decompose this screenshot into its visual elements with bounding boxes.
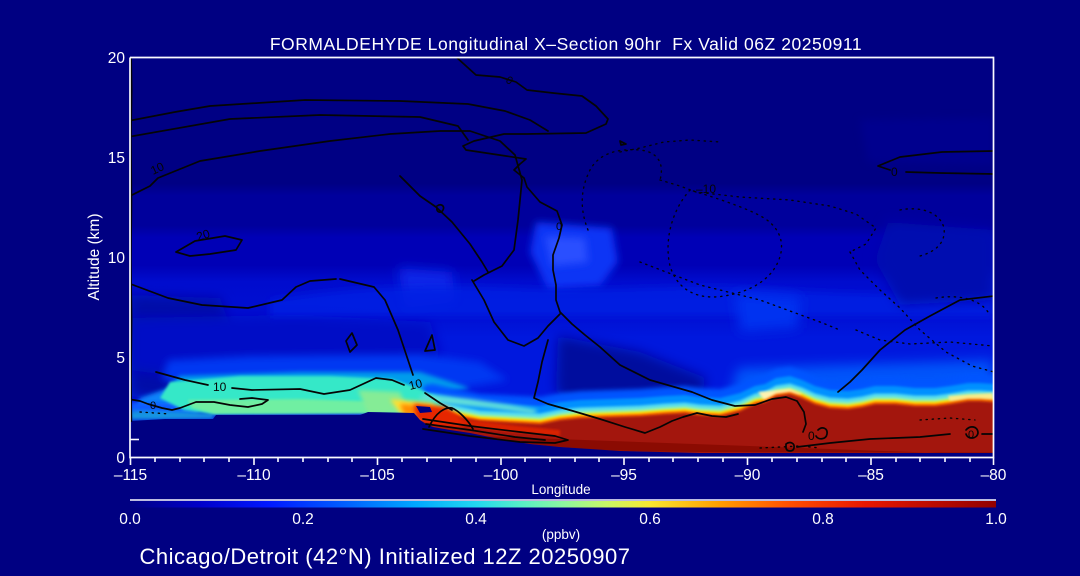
svg-text:–100: –100	[484, 467, 519, 484]
svg-text:10: 10	[407, 376, 424, 393]
svg-text:FORMALDEHYDE Longitudinal X–Se: FORMALDEHYDE Longitudinal X–Section 90hr…	[270, 34, 862, 54]
svg-text:Longitude: Longitude	[531, 482, 590, 497]
svg-text:Altitude (km): Altitude (km)	[86, 214, 103, 301]
svg-text:0: 0	[504, 74, 515, 87]
svg-text:0: 0	[116, 450, 125, 467]
svg-text:–85: –85	[858, 467, 884, 484]
svg-text:–110: –110	[237, 467, 271, 484]
svg-text:–115: –115	[114, 467, 147, 484]
svg-text:10: 10	[213, 380, 227, 394]
svg-text:0.8: 0.8	[812, 511, 834, 528]
svg-text:–80: –80	[981, 467, 1007, 484]
svg-text:10: 10	[148, 159, 166, 177]
svg-text:–10: –10	[696, 182, 716, 196]
svg-text:0: 0	[556, 221, 562, 233]
svg-text:–90: –90	[735, 467, 761, 484]
svg-text:20: 20	[195, 226, 212, 244]
svg-text:0: 0	[968, 429, 974, 441]
svg-text:0: 0	[150, 400, 156, 412]
svg-text:15: 15	[108, 150, 125, 167]
svg-text:1.0: 1.0	[985, 511, 1007, 528]
svg-text:(ppbv): (ppbv)	[542, 527, 580, 542]
svg-text:20: 20	[108, 50, 126, 67]
svg-text:Chicago/Detroit (42°N) Initial: Chicago/Detroit (42°N) Initialized 12Z 2…	[140, 544, 631, 569]
svg-text:–95: –95	[611, 467, 637, 484]
svg-text:–105: –105	[360, 467, 394, 484]
svg-text:0.4: 0.4	[465, 511, 487, 528]
svg-text:0.2: 0.2	[292, 511, 314, 528]
svg-text:5: 5	[116, 350, 125, 367]
svg-text:10: 10	[108, 250, 126, 267]
svg-text:0.0: 0.0	[119, 511, 141, 528]
svg-text:0: 0	[891, 165, 898, 179]
svg-text:0.6: 0.6	[639, 511, 661, 528]
svg-text:0: 0	[808, 429, 815, 443]
